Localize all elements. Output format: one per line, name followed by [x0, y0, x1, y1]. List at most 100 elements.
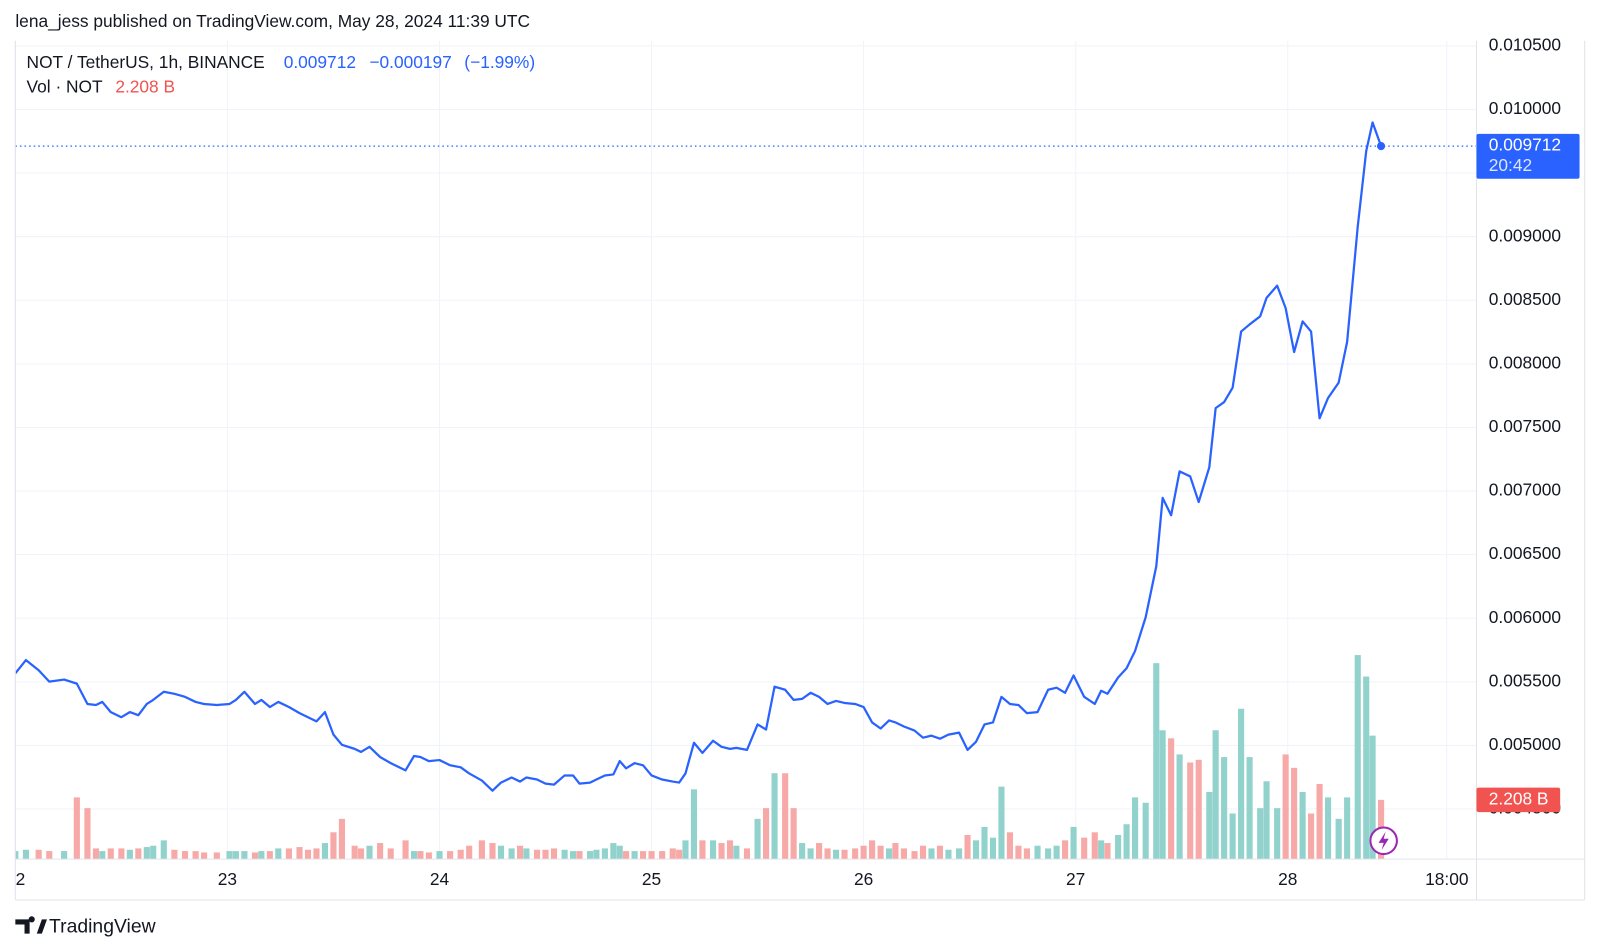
volume-bar [118, 848, 125, 860]
y-tick-label: 0.005500 [1489, 670, 1561, 690]
volume-bar [601, 848, 608, 860]
volume-last: 2.208 B [115, 76, 175, 96]
volume-bar [771, 773, 778, 860]
volume-bar [1282, 754, 1289, 860]
volume-bar [321, 843, 329, 860]
volume-bar [998, 786, 1005, 860]
volume-bar [1045, 848, 1052, 860]
volume-bar [790, 808, 797, 860]
volume-bar [1142, 802, 1149, 860]
y-tick-label: 0.006000 [1489, 607, 1561, 627]
volume-bar [377, 843, 384, 860]
volume-bar [816, 843, 823, 860]
volume-bar [1308, 813, 1315, 860]
y-tick-label: 0.008500 [1489, 289, 1561, 309]
volume-bar [832, 849, 840, 860]
volume-bar [743, 848, 751, 860]
x-tick-label: 23 [218, 869, 237, 889]
volume-bar [718, 843, 725, 860]
lightning-icon[interactable] [1369, 826, 1398, 856]
volume-bar [366, 845, 373, 860]
volume-bar [436, 851, 443, 860]
volume-bar [192, 851, 199, 860]
volume-bar [143, 847, 150, 860]
x-tick-label: 24 [430, 869, 450, 889]
volume-bar [226, 851, 233, 860]
volume-bar [1206, 792, 1213, 860]
x-tick-label: 25 [642, 869, 661, 889]
volume-bar [517, 845, 524, 860]
volume-bar [1263, 781, 1270, 860]
y-tick-label: 0.005000 [1489, 734, 1561, 754]
volume-bar [73, 797, 80, 860]
volume-bar [1034, 845, 1041, 860]
volume-bar [533, 849, 541, 860]
volume-bar [1369, 735, 1376, 860]
volume-bar [181, 851, 189, 860]
volume-bar [304, 849, 312, 860]
volume-bar [1098, 840, 1105, 860]
volume-bar [135, 848, 142, 860]
countdown: 20:42 [1489, 155, 1532, 175]
volume-bar [1246, 757, 1253, 860]
volume-bar [1363, 676, 1370, 860]
volume-bar [1274, 808, 1281, 860]
volume-bar [351, 845, 358, 860]
volume-bar [900, 848, 907, 860]
volume-bar [160, 840, 167, 860]
volume-bar [754, 818, 761, 860]
volume-bar [330, 832, 337, 860]
volume-bar [1123, 824, 1130, 860]
volume-bar [258, 851, 265, 860]
volume-bar [275, 848, 282, 860]
last-price-tag-label: 0.009712 [1489, 135, 1561, 155]
volume-bar [586, 851, 594, 860]
volume-bar [232, 851, 239, 860]
volume-bar [576, 851, 583, 860]
volume-bar [841, 849, 848, 860]
volume-bar [1081, 837, 1088, 860]
volume-bar [201, 852, 208, 860]
volume-bar [593, 849, 600, 860]
volume-bar [22, 849, 30, 860]
volume-bar [726, 840, 734, 860]
volume-bars [15, 655, 1385, 860]
volume-bar [699, 840, 706, 860]
volume-bar [313, 848, 320, 860]
volume-bar [981, 826, 988, 860]
y-tick-label: 0.006500 [1489, 543, 1561, 563]
volume-bar [35, 849, 42, 860]
volume-bar [1257, 808, 1264, 860]
brand-logo[interactable]: TradingView [15, 916, 157, 938]
volume-bar [1168, 738, 1175, 860]
volume-bar [1324, 797, 1332, 860]
volume-bar [285, 848, 292, 860]
volume-bar [852, 848, 859, 860]
price-series [15, 121, 1477, 792]
volume-bar [945, 849, 952, 860]
volume-bar [733, 845, 740, 860]
last-price: 0.009712 [284, 52, 356, 72]
x-tick-label: 28 [1278, 869, 1297, 889]
volume-bar [417, 851, 424, 860]
volume-tag-label: 2.208 B [1489, 788, 1549, 808]
volume-bar [623, 851, 630, 860]
volume-bar [824, 848, 831, 860]
volume-bar [126, 849, 133, 860]
volume-bar [46, 851, 53, 860]
last-price-tag [1476, 133, 1580, 179]
volume-bar [251, 852, 259, 860]
volume-bar [357, 848, 365, 860]
volume-bar [1187, 762, 1194, 860]
volume-bar [1344, 797, 1351, 860]
x-tick-label: 18:00 [1425, 869, 1468, 889]
volume-bar [669, 848, 676, 860]
volume-bar [640, 851, 647, 860]
volume-bar [213, 852, 220, 860]
volume-bar [266, 851, 273, 860]
volume-bar [877, 845, 884, 860]
volume-bar [690, 789, 698, 860]
volume-bar [892, 843, 899, 860]
